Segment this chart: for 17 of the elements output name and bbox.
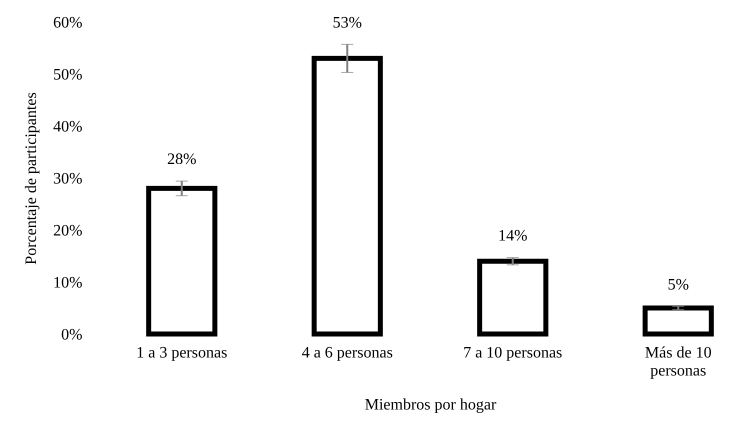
y-tick-label: 20%: [53, 222, 82, 240]
x-axis-title: Miembros por hogar: [364, 396, 497, 414]
y-tick-label: 30%: [53, 170, 82, 188]
data-label: 53%: [332, 14, 362, 32]
data-label: 14%: [498, 228, 528, 245]
y-tick-label: 0%: [61, 326, 82, 344]
y-tick-label: 10%: [53, 274, 82, 292]
data-label: 5%: [668, 276, 689, 294]
y-tick-label: 60%: [53, 14, 82, 32]
x-tick-label: 7 a 10 personas: [463, 344, 562, 362]
data-label: 28%: [167, 151, 196, 168]
x-tick-label: 4 a 6 personas: [302, 344, 393, 362]
x-tick-label: 1 a 3 personas: [136, 344, 228, 362]
y-axis-title: Porcentaje de participantes: [23, 92, 40, 265]
x-tick-label: Más de 10 personas: [644, 344, 712, 380]
y-tick-label: 40%: [53, 118, 82, 136]
y-tick-label: 50%: [53, 66, 82, 84]
